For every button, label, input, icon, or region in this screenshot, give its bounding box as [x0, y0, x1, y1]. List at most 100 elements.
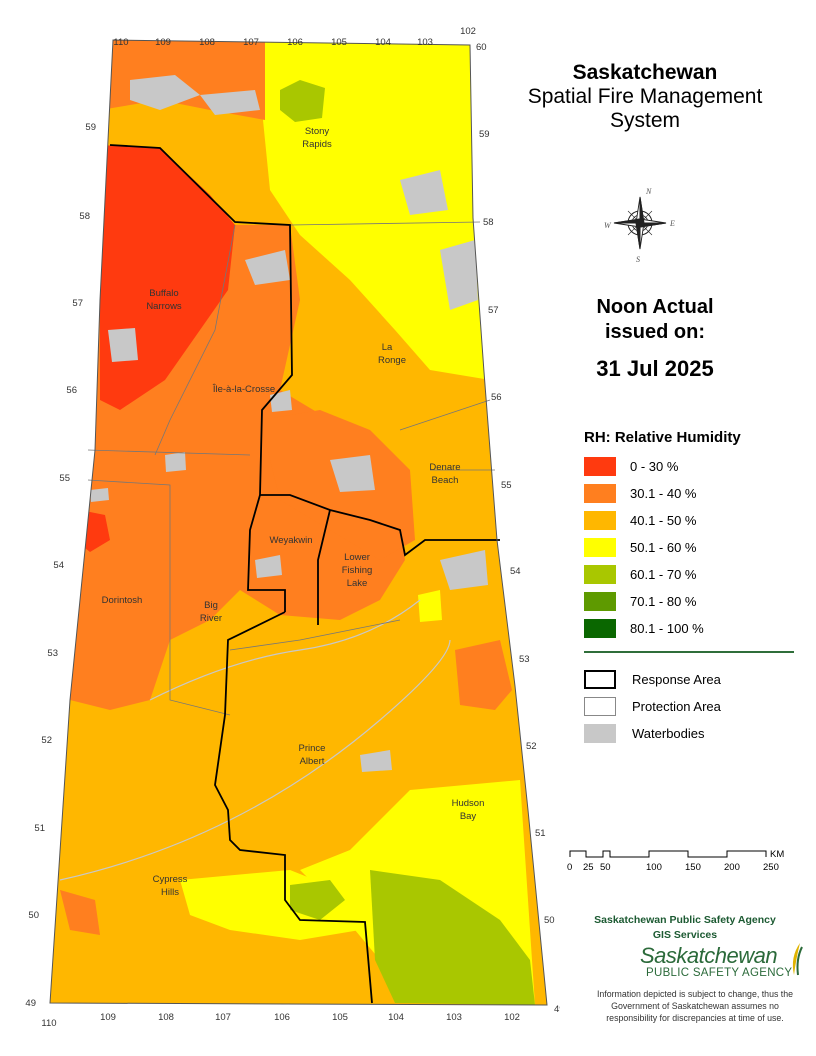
agency-name: Saskatchewan Public Safety Agency [594, 914, 776, 926]
legend-swatch [584, 484, 616, 503]
legend-label: 30.1 - 40 % [630, 486, 697, 501]
place-label: Ronge [378, 355, 406, 366]
place-label: Dorintosh [102, 595, 143, 606]
legend-label: 40.1 - 50 % [630, 513, 697, 528]
boundary-legend: Response Area Protection Area Waterbodie… [584, 666, 721, 747]
latitude-label: 51 [535, 828, 546, 839]
place-label: Bay [460, 811, 477, 822]
place-label: Fishing [342, 565, 373, 576]
place-label: Buffalo [149, 288, 178, 299]
map-labels: Stony Rapids Buffalo Narrows La Ronge Île-à-la… [25, 26, 560, 1029]
place-label: Albert [300, 756, 325, 767]
legend-label: Protection Area [632, 699, 721, 714]
longitude-label: 108 [199, 37, 215, 48]
longitude-label: 105 [331, 37, 347, 48]
scale-tick-label: 25 [583, 862, 594, 873]
place-label: Hudson [452, 798, 485, 809]
longitude-label: 105 [332, 1012, 348, 1023]
latitude-label: 49 [554, 1004, 560, 1015]
longitude-label: 109 [155, 37, 171, 48]
legend-swatch [584, 565, 616, 584]
north-arrow-icon: N E S W [604, 187, 675, 264]
place-label: Cypress [153, 874, 188, 885]
scale-tick-label: 200 [724, 862, 740, 873]
scale-unit: KM [770, 849, 784, 860]
svg-text:N: N [645, 187, 652, 196]
latitude-label: 54 [510, 566, 521, 577]
place-label: Lower [344, 552, 370, 563]
place-label: Narrows [146, 301, 182, 312]
humidity-fill [50, 40, 547, 1005]
humidity-legend: RH: Relative Humidity 0 - 30 % 30.1 - 40 … [584, 429, 799, 642]
waterbodies [90, 75, 488, 772]
title-block: Saskatchewan Spatial Fire Management Sys… [500, 62, 790, 131]
longitude-label: 104 [388, 1012, 404, 1023]
latitude-label: 59 [85, 122, 96, 133]
agency-credit: Saskatchewan Public Safety Agency GIS Se… [560, 913, 810, 942]
svg-text:E: E [669, 219, 675, 228]
latitude-label: 57 [488, 305, 499, 316]
title-system: Spatial Fire Management [527, 85, 763, 108]
latitude-label: 55 [501, 480, 512, 491]
longitude-label: 106 [274, 1012, 290, 1023]
saskatchewan-map: Stony Rapids Buffalo Narrows La Ronge Île-à-la… [25, 26, 560, 1029]
wheat-logo-icon [792, 943, 803, 976]
title-province: Saskatchewan [572, 61, 718, 84]
scale-tick-label: 0 [567, 862, 572, 873]
latitude-label: 53 [47, 648, 58, 659]
latitude-label: 51 [34, 823, 45, 834]
latitude-label: 50 [544, 915, 555, 926]
longitude-label: 102 [460, 26, 476, 37]
province-outline [49, 39, 548, 1006]
scale-bar: 0 25 50 100 150 200 250 KM [567, 849, 784, 873]
legend-item: 0 - 30 % [584, 453, 799, 480]
legend-swatch [584, 457, 616, 476]
legend-item-waterbodies: Waterbodies [584, 720, 721, 747]
issued-label: issued on: [604, 321, 705, 343]
legend-item: 60.1 - 70 % [584, 561, 799, 588]
latitude-label: 55 [59, 473, 70, 484]
legend-swatch [584, 619, 616, 638]
legend-label: 50.1 - 60 % [630, 540, 697, 555]
latitude-label: 56 [491, 392, 502, 403]
latitude-label: 56 [66, 385, 77, 396]
longitude-label: 106 [287, 37, 303, 48]
response-area-swatch [584, 670, 616, 689]
protection-area-swatch [584, 697, 616, 716]
title-system-2: System [609, 109, 680, 132]
place-label: Beach [432, 475, 459, 486]
longitude-label: 109 [100, 1012, 116, 1023]
latitude-label: 59 [479, 129, 490, 140]
disclaimer: Information depicted is subject to chang… [596, 989, 794, 1023]
protection-area-boundaries [87, 221, 495, 716]
legend-label: Waterbodies [632, 726, 705, 741]
place-label: Lake [347, 578, 368, 589]
place-label: Île-à-la-Crosse [212, 384, 275, 395]
waterbodies-swatch [584, 724, 616, 743]
longitude-label: 107 [215, 1012, 231, 1023]
place-label: Denare [429, 462, 460, 473]
longitude-label: 103 [417, 37, 433, 48]
latitude-label: 60 [476, 42, 487, 53]
legend-item-protection-area: Protection Area [584, 693, 721, 720]
longitude-label: 110 [41, 1018, 56, 1029]
latitude-label: 49 [25, 998, 36, 1009]
legend-item: 50.1 - 60 % [584, 534, 799, 561]
latitude-label: 58 [483, 217, 494, 228]
place-label: Weyakwin [269, 535, 312, 546]
legend-title: RH: Relative Humidity [584, 429, 741, 446]
latitude-label: 58 [79, 211, 90, 222]
legend-divider [584, 651, 794, 653]
latitude-label: 50 [28, 910, 39, 921]
place-label: Rapids [302, 139, 332, 150]
latitude-label: 57 [72, 298, 83, 309]
legend-item: 80.1 - 100 % [584, 615, 799, 642]
latitude-label: 54 [53, 560, 64, 571]
spsa-logo: Saskatchewan PUBLIC SAFETY AGENCY [640, 943, 806, 985]
svg-text:S: S [636, 255, 640, 264]
place-label: Prince [299, 743, 326, 754]
issued-block: Noon Actual issued on: 31 Jul 2025 [560, 296, 750, 382]
place-label: Big [204, 600, 218, 611]
scale-tick-label: 250 [763, 862, 779, 873]
place-label: Stony [305, 126, 330, 137]
